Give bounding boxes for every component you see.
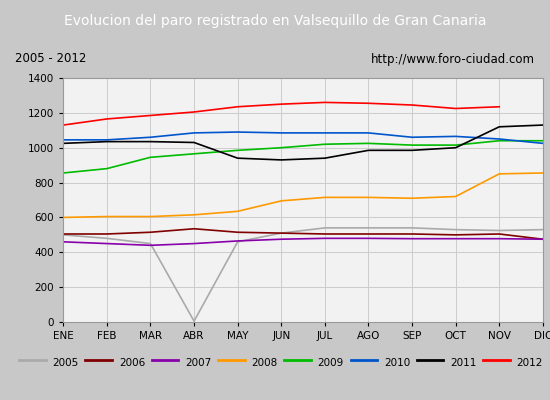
Text: 2010: 2010 <box>384 358 410 368</box>
Text: 2005: 2005 <box>53 358 79 368</box>
Text: 2009: 2009 <box>318 358 344 368</box>
Text: http://www.foro-ciudad.com: http://www.foro-ciudad.com <box>371 52 535 66</box>
Text: 2005 - 2012: 2005 - 2012 <box>15 52 86 66</box>
Text: 2011: 2011 <box>450 358 477 368</box>
Text: 2012: 2012 <box>516 358 543 368</box>
Text: Evolucion del paro registrado en Valsequillo de Gran Canaria: Evolucion del paro registrado en Valsequ… <box>64 14 486 28</box>
Text: 2008: 2008 <box>251 358 278 368</box>
Text: 2006: 2006 <box>119 358 145 368</box>
Text: 2007: 2007 <box>185 358 211 368</box>
